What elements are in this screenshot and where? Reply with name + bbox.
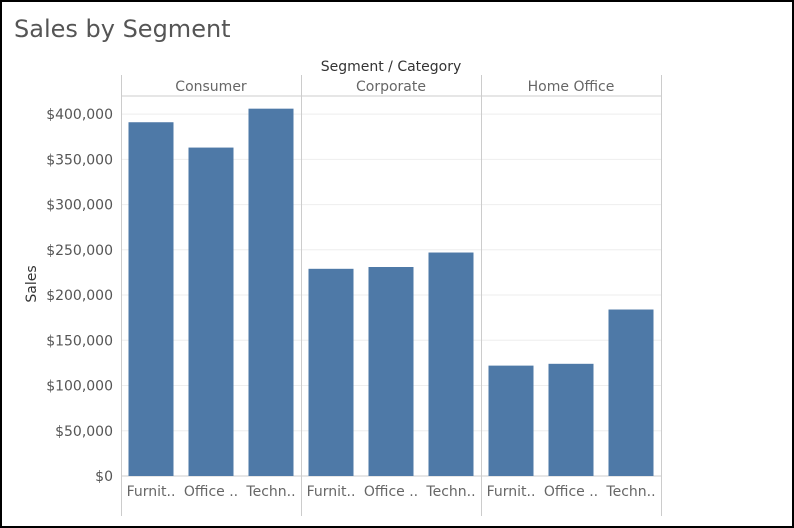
y-axis-label: Sales <box>24 265 40 302</box>
y-tick-label: $100,000 <box>46 379 113 395</box>
y-axis-ticks: $0 $50,000 $100,000 $150,000 $200,000 $250,00… <box>46 107 113 485</box>
y-tick-label: $150,000 <box>46 333 113 349</box>
y-tick-label: $0 <box>95 469 113 485</box>
segment-header: Corporate <box>356 79 426 95</box>
y-tick-label: $350,000 <box>46 152 113 168</box>
bar[interactable] <box>368 267 414 476</box>
category-label: Techn.. <box>245 484 295 500</box>
segment-headers: Consumer Corporate Home Office <box>175 79 614 95</box>
category-label: Techn.. <box>425 484 475 500</box>
y-tick-label: $50,000 <box>55 424 113 440</box>
bar[interactable] <box>608 309 654 476</box>
bar[interactable] <box>548 363 594 476</box>
category-label: Office .. <box>184 484 238 500</box>
bar[interactable] <box>248 108 294 477</box>
bar[interactable] <box>128 122 174 476</box>
segment-header: Consumer <box>175 79 247 95</box>
category-label: Office .. <box>364 484 418 500</box>
category-label: Office .. <box>544 484 598 500</box>
y-tick-label: $200,000 <box>46 288 113 304</box>
column-header: Segment / Category <box>321 59 462 75</box>
bar[interactable] <box>188 147 234 477</box>
category-label: Techn.. <box>605 484 655 500</box>
y-tick-label: $250,000 <box>46 243 113 259</box>
category-label: Furnit.. <box>127 484 176 500</box>
category-label: Furnit.. <box>307 484 356 500</box>
bars <box>128 108 654 477</box>
chart-title: Sales by Segment <box>14 15 231 43</box>
bar[interactable] <box>428 252 474 476</box>
category-labels: Furnit.. Office .. Techn.. Furnit.. Office .… <box>127 484 656 500</box>
y-tick-label: $400,000 <box>46 107 113 123</box>
segment-header: Home Office <box>528 79 615 95</box>
category-label: Furnit.. <box>487 484 536 500</box>
bar[interactable] <box>308 268 354 476</box>
bar[interactable] <box>488 365 534 476</box>
y-tick-label: $300,000 <box>46 198 113 214</box>
